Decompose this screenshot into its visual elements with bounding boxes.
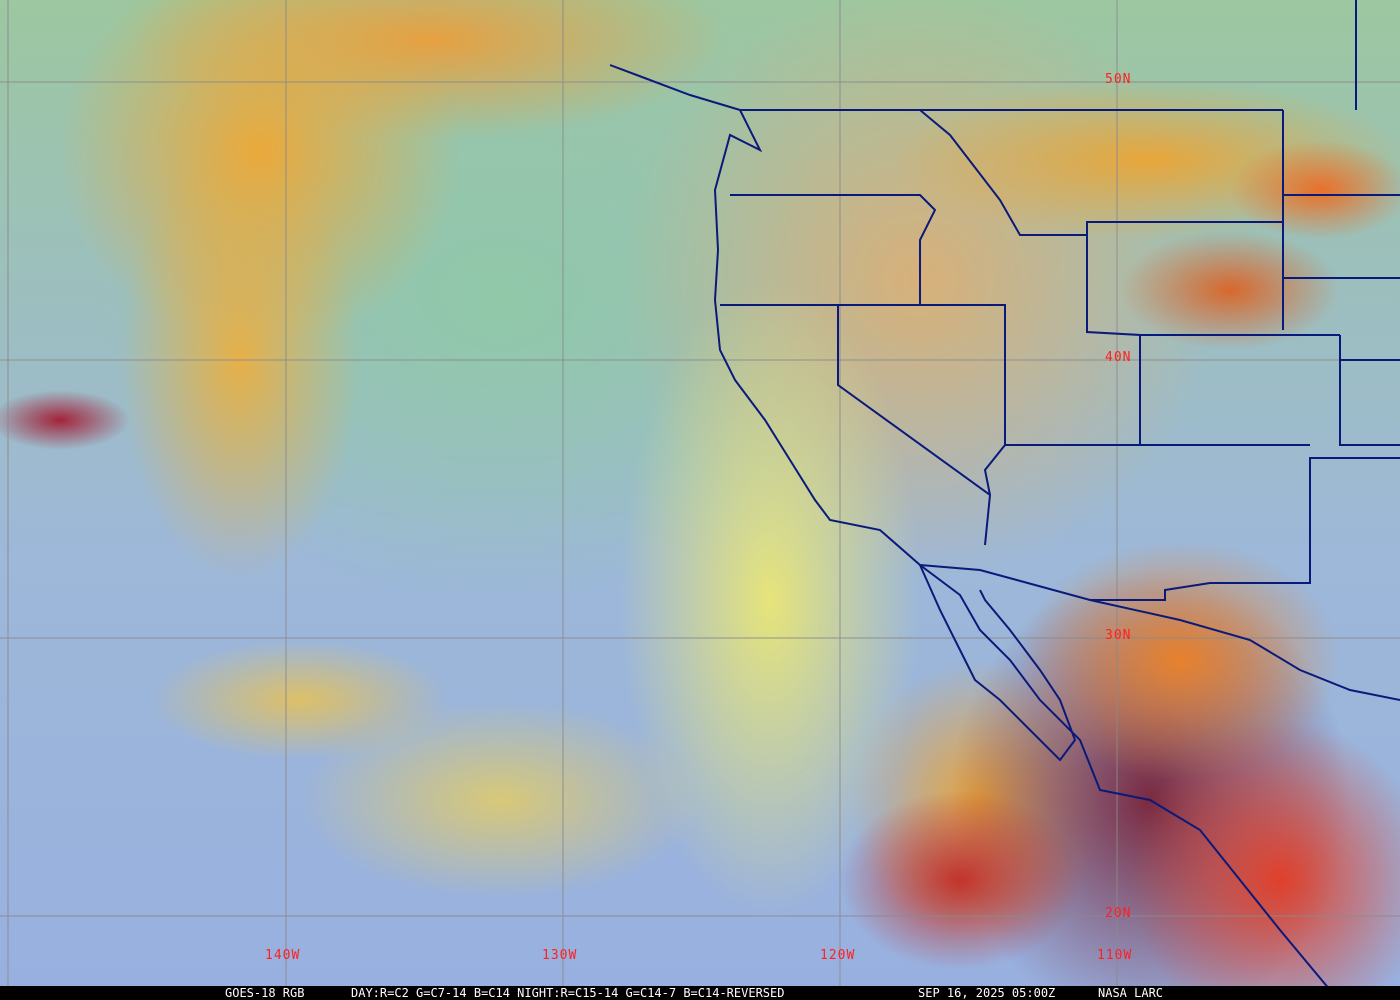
lat-label-30n: 30N bbox=[1105, 628, 1132, 643]
band-recipe: DAY:R=C2 G=C7-14 B=C14 NIGHT:R=C15-14 G=… bbox=[351, 986, 785, 1000]
mexico-coast bbox=[1089, 599, 1400, 701]
state-borders bbox=[720, 109, 1400, 601]
lon-label-110w: 110W bbox=[1097, 948, 1133, 963]
timestamp: SEP 16, 2025 05:00Z bbox=[918, 986, 1056, 1000]
lat-label-50n: 50N bbox=[1105, 72, 1132, 87]
coastline bbox=[609, 64, 1331, 991]
canada-us-border bbox=[740, 0, 1357, 330]
credit: NASA LARC bbox=[1098, 986, 1164, 1000]
lat-label-20n: 20N bbox=[1105, 906, 1132, 921]
lon-label-130w: 130W bbox=[542, 948, 578, 963]
lat-label-40n: 40N bbox=[1105, 350, 1132, 365]
caption-bar: GOES-18 RGB DAY:R=C2 G=C7-14 B=C14 NIGHT… bbox=[0, 986, 1400, 1000]
lon-label-140w: 140W bbox=[265, 948, 301, 963]
baja-coastline bbox=[919, 564, 1077, 762]
product-name: GOES-18 RGB bbox=[225, 986, 305, 1000]
lon-label-120w: 120W bbox=[820, 948, 856, 963]
